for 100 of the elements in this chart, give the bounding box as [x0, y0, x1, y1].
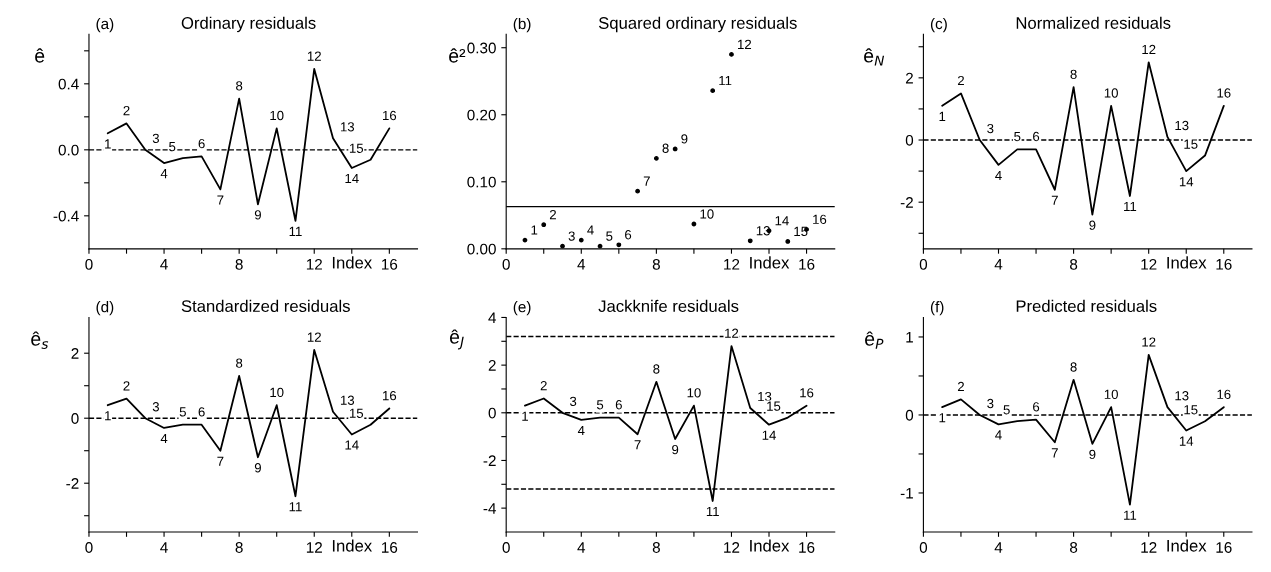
x-tick-label: 16: [382, 542, 398, 553]
text: (e): [513, 301, 531, 316]
annotation: 11: [1124, 510, 1137, 520]
annotation: 13: [758, 391, 772, 402]
annotation: 12: [1142, 44, 1156, 54]
annotation: 2: [540, 380, 547, 391]
annotation: 5: [606, 231, 613, 241]
y-tick-label: -2: [66, 478, 79, 489]
y-tick-label: 1: [906, 331, 913, 343]
y-tick-label: 0.10: [467, 176, 496, 188]
annotation: 15: [1184, 405, 1198, 415]
point: [653, 155, 659, 161]
annotation: 10: [700, 209, 714, 219]
annotation: 1: [105, 139, 111, 149]
annotation: 3: [152, 133, 159, 144]
annotation: 10: [270, 110, 284, 121]
annotation: 4: [587, 225, 594, 235]
x-tick-label: 4: [160, 542, 168, 553]
annotation: 8: [236, 358, 243, 368]
annotation: 3: [152, 402, 159, 412]
y-tick-label: 0.4: [58, 78, 79, 90]
x-tick-label: 8: [652, 258, 660, 270]
x-tick-label: 12: [306, 258, 322, 270]
annotation: 8: [653, 364, 660, 374]
annotation: 9: [681, 134, 688, 144]
annotation: 14: [345, 174, 359, 184]
annotation: 10: [1104, 88, 1118, 98]
point: [560, 243, 565, 249]
x-tick-label: 4: [994, 259, 1003, 270]
annotation: 12: [738, 39, 752, 49]
annotation: 11: [1124, 202, 1137, 212]
y-tick-label: 2: [488, 359, 496, 371]
x-tick-label: 16: [799, 258, 815, 270]
y-tick-label: 0.0: [58, 144, 79, 156]
annotation: 5: [169, 142, 176, 152]
annotation: 11: [706, 507, 719, 517]
annotation: 9: [1089, 449, 1096, 460]
x-tick-label: 4: [577, 542, 586, 553]
y-tick-label: -0.4: [53, 210, 79, 222]
annotation: 1: [522, 411, 528, 421]
x-tick-label: 16: [382, 258, 398, 270]
annotation: 16: [383, 390, 397, 401]
chart-title: Predicted residuals: [1016, 299, 1157, 313]
annotation: 11: [719, 76, 732, 86]
annotation: 13: [1175, 391, 1189, 401]
annotation: 16: [1217, 88, 1231, 98]
point: [597, 243, 603, 249]
y-tick-label: 2: [71, 348, 79, 359]
annotation: 15: [349, 143, 364, 153]
chart-title: Squared ordinary residuals: [598, 16, 797, 33]
annotation: 10: [687, 388, 701, 398]
annotation: 3: [568, 231, 575, 241]
annotation: 7: [1051, 195, 1058, 205]
x-tick-label: 8: [652, 542, 660, 553]
annotation: 11: [289, 226, 302, 236]
annotation: 11: [289, 502, 302, 512]
x-tick-label: 0: [919, 258, 928, 270]
annotation: 8: [1070, 69, 1077, 79]
text: (c): [930, 17, 947, 33]
annotation: 6: [1033, 402, 1040, 412]
annotation: 16: [800, 388, 814, 398]
annotation: 15: [794, 226, 808, 237]
point: [785, 239, 791, 244]
annotation: 15: [767, 401, 781, 411]
x-axis-title: Index: [332, 256, 372, 269]
x-tick-label: 0: [502, 542, 510, 553]
x-tick-label: 4: [577, 259, 586, 270]
text: (a): [96, 17, 114, 33]
annotation: 16: [813, 214, 827, 224]
annotation: 14: [1179, 177, 1194, 187]
y-axis-title: ê$_{s}$: [31, 331, 49, 349]
text: (b): [513, 17, 531, 33]
y-tick-label: 0: [71, 413, 79, 424]
annotation: 9: [1089, 220, 1096, 230]
annotation: 1: [531, 225, 538, 235]
text: (f): [930, 301, 944, 316]
point: [635, 188, 640, 194]
point: [672, 146, 678, 152]
annotation: 4: [995, 430, 1002, 440]
point: [541, 222, 547, 228]
annotation: 7: [217, 195, 224, 205]
annotation: 3: [569, 396, 577, 407]
x-axis-title: Index: [750, 539, 790, 552]
x-axis-title: Index: [1167, 256, 1207, 269]
point: [747, 238, 753, 244]
annotation: 2: [957, 381, 964, 392]
x-tick-label: 16: [799, 542, 815, 553]
x-tick-label: 8: [235, 542, 243, 553]
x-tick-label: 8: [1070, 258, 1078, 270]
x-axis-title: Index: [750, 256, 790, 269]
y-tick-label: -2: [900, 197, 913, 208]
annotation: 2: [549, 209, 556, 220]
x-tick-label: 16: [1216, 258, 1232, 270]
y-tick-label: 0: [905, 409, 914, 421]
annotation: 5: [596, 400, 604, 410]
y-axis-title: ê$_{N}$: [864, 48, 885, 66]
annotation: 6: [615, 400, 622, 410]
y-tick-label: 0: [488, 407, 496, 419]
x-tick-label: 0: [85, 542, 93, 553]
x-tick-label: 0: [85, 258, 93, 270]
